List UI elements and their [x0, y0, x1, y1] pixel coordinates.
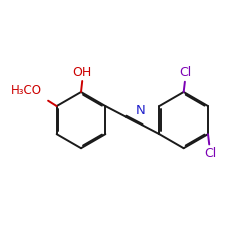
Text: H₃CO: H₃CO — [11, 84, 42, 98]
Text: OH: OH — [72, 66, 92, 78]
Text: N: N — [136, 104, 146, 117]
Text: Cl: Cl — [204, 147, 216, 160]
Text: Cl: Cl — [180, 66, 192, 79]
